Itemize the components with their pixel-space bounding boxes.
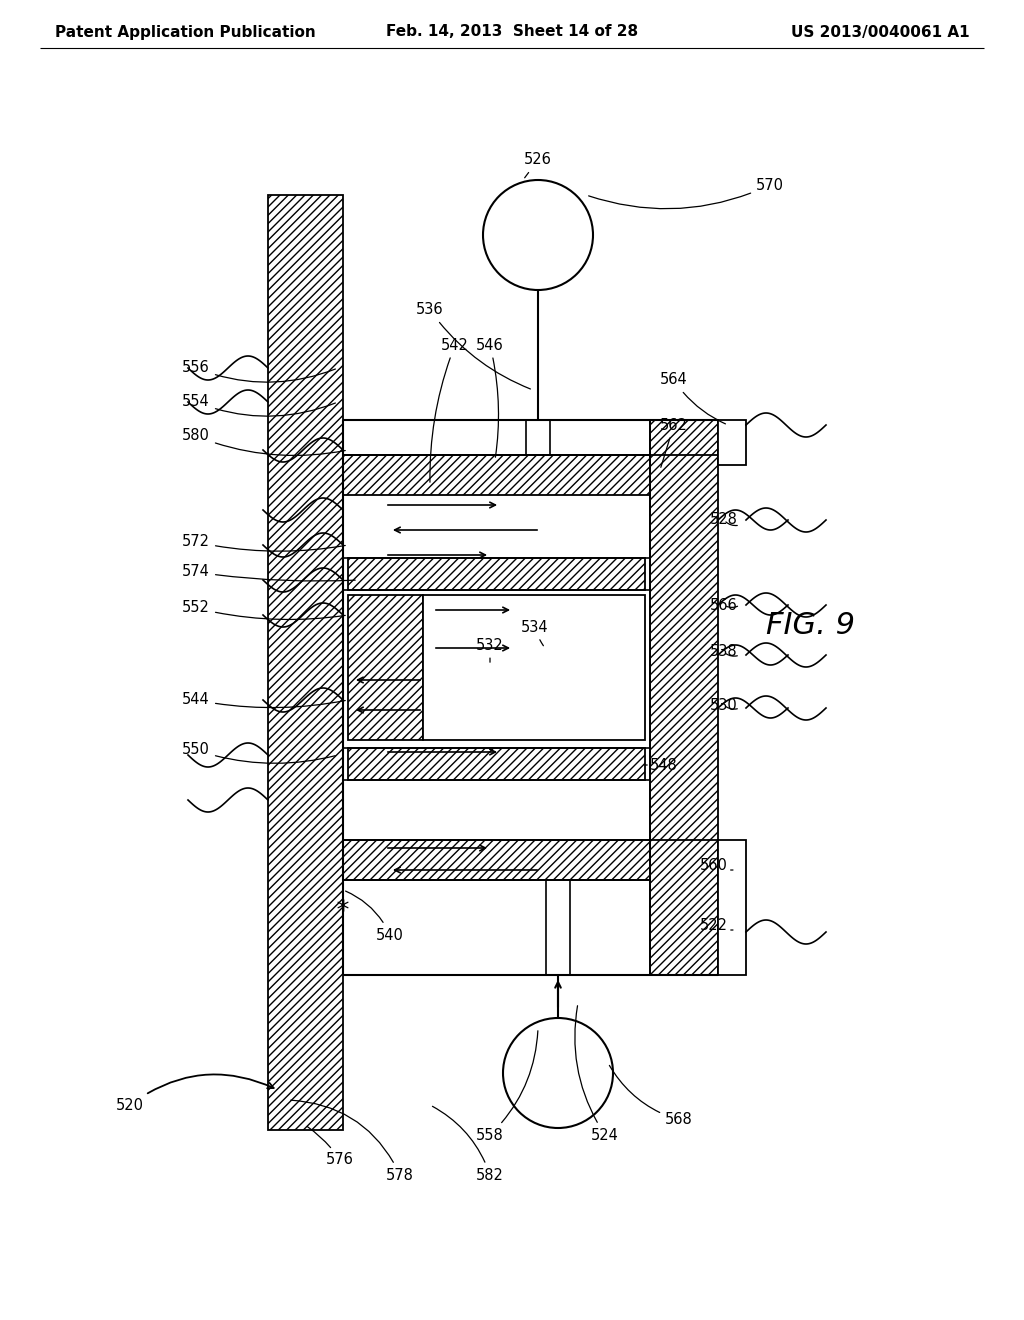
Bar — [343, 455, 650, 495]
Bar — [718, 420, 746, 465]
Text: 538: 538 — [710, 644, 737, 660]
Text: 560: 560 — [700, 858, 733, 873]
Text: 554: 554 — [182, 395, 336, 416]
Text: 542: 542 — [430, 338, 469, 482]
Text: Patent Application Publication: Patent Application Publication — [55, 25, 315, 40]
Text: 572: 572 — [182, 535, 345, 552]
Text: 520: 520 — [116, 1074, 273, 1113]
Text: 528: 528 — [710, 512, 738, 528]
Text: 582: 582 — [432, 1106, 504, 1183]
Text: 548: 548 — [645, 758, 678, 772]
Bar — [343, 840, 650, 880]
Bar — [650, 420, 718, 975]
Text: 546: 546 — [476, 338, 504, 457]
Bar — [423, 595, 645, 741]
Text: Feb. 14, 2013  Sheet 14 of 28: Feb. 14, 2013 Sheet 14 of 28 — [386, 25, 638, 40]
Text: 570: 570 — [589, 177, 784, 209]
Text: US 2013/0040061 A1: US 2013/0040061 A1 — [792, 25, 970, 40]
Text: 580: 580 — [182, 429, 345, 455]
Bar — [348, 595, 423, 741]
Text: 556: 556 — [182, 360, 336, 383]
Text: 576: 576 — [307, 1126, 354, 1167]
Text: 540: 540 — [345, 891, 403, 942]
Text: 562: 562 — [660, 417, 688, 467]
Bar — [348, 748, 645, 780]
Text: 568: 568 — [609, 1065, 693, 1127]
Text: 530: 530 — [710, 697, 737, 713]
Text: 524: 524 — [574, 1006, 618, 1143]
Text: FIG. 9: FIG. 9 — [766, 610, 854, 639]
Text: 574: 574 — [182, 565, 355, 581]
Text: 558: 558 — [476, 1031, 538, 1143]
Text: 522: 522 — [700, 917, 733, 932]
Bar — [268, 195, 343, 1130]
Text: 552: 552 — [182, 601, 345, 619]
Text: 526: 526 — [524, 153, 552, 178]
Text: 544: 544 — [182, 693, 345, 708]
Text: 550: 550 — [182, 742, 335, 763]
Bar — [718, 840, 746, 975]
Bar — [348, 558, 645, 590]
Text: 566: 566 — [710, 598, 737, 612]
Text: 536: 536 — [416, 302, 530, 389]
Text: 534: 534 — [521, 619, 549, 645]
Text: 532: 532 — [476, 638, 504, 663]
Text: 578: 578 — [291, 1100, 414, 1183]
Text: 564: 564 — [660, 372, 725, 424]
